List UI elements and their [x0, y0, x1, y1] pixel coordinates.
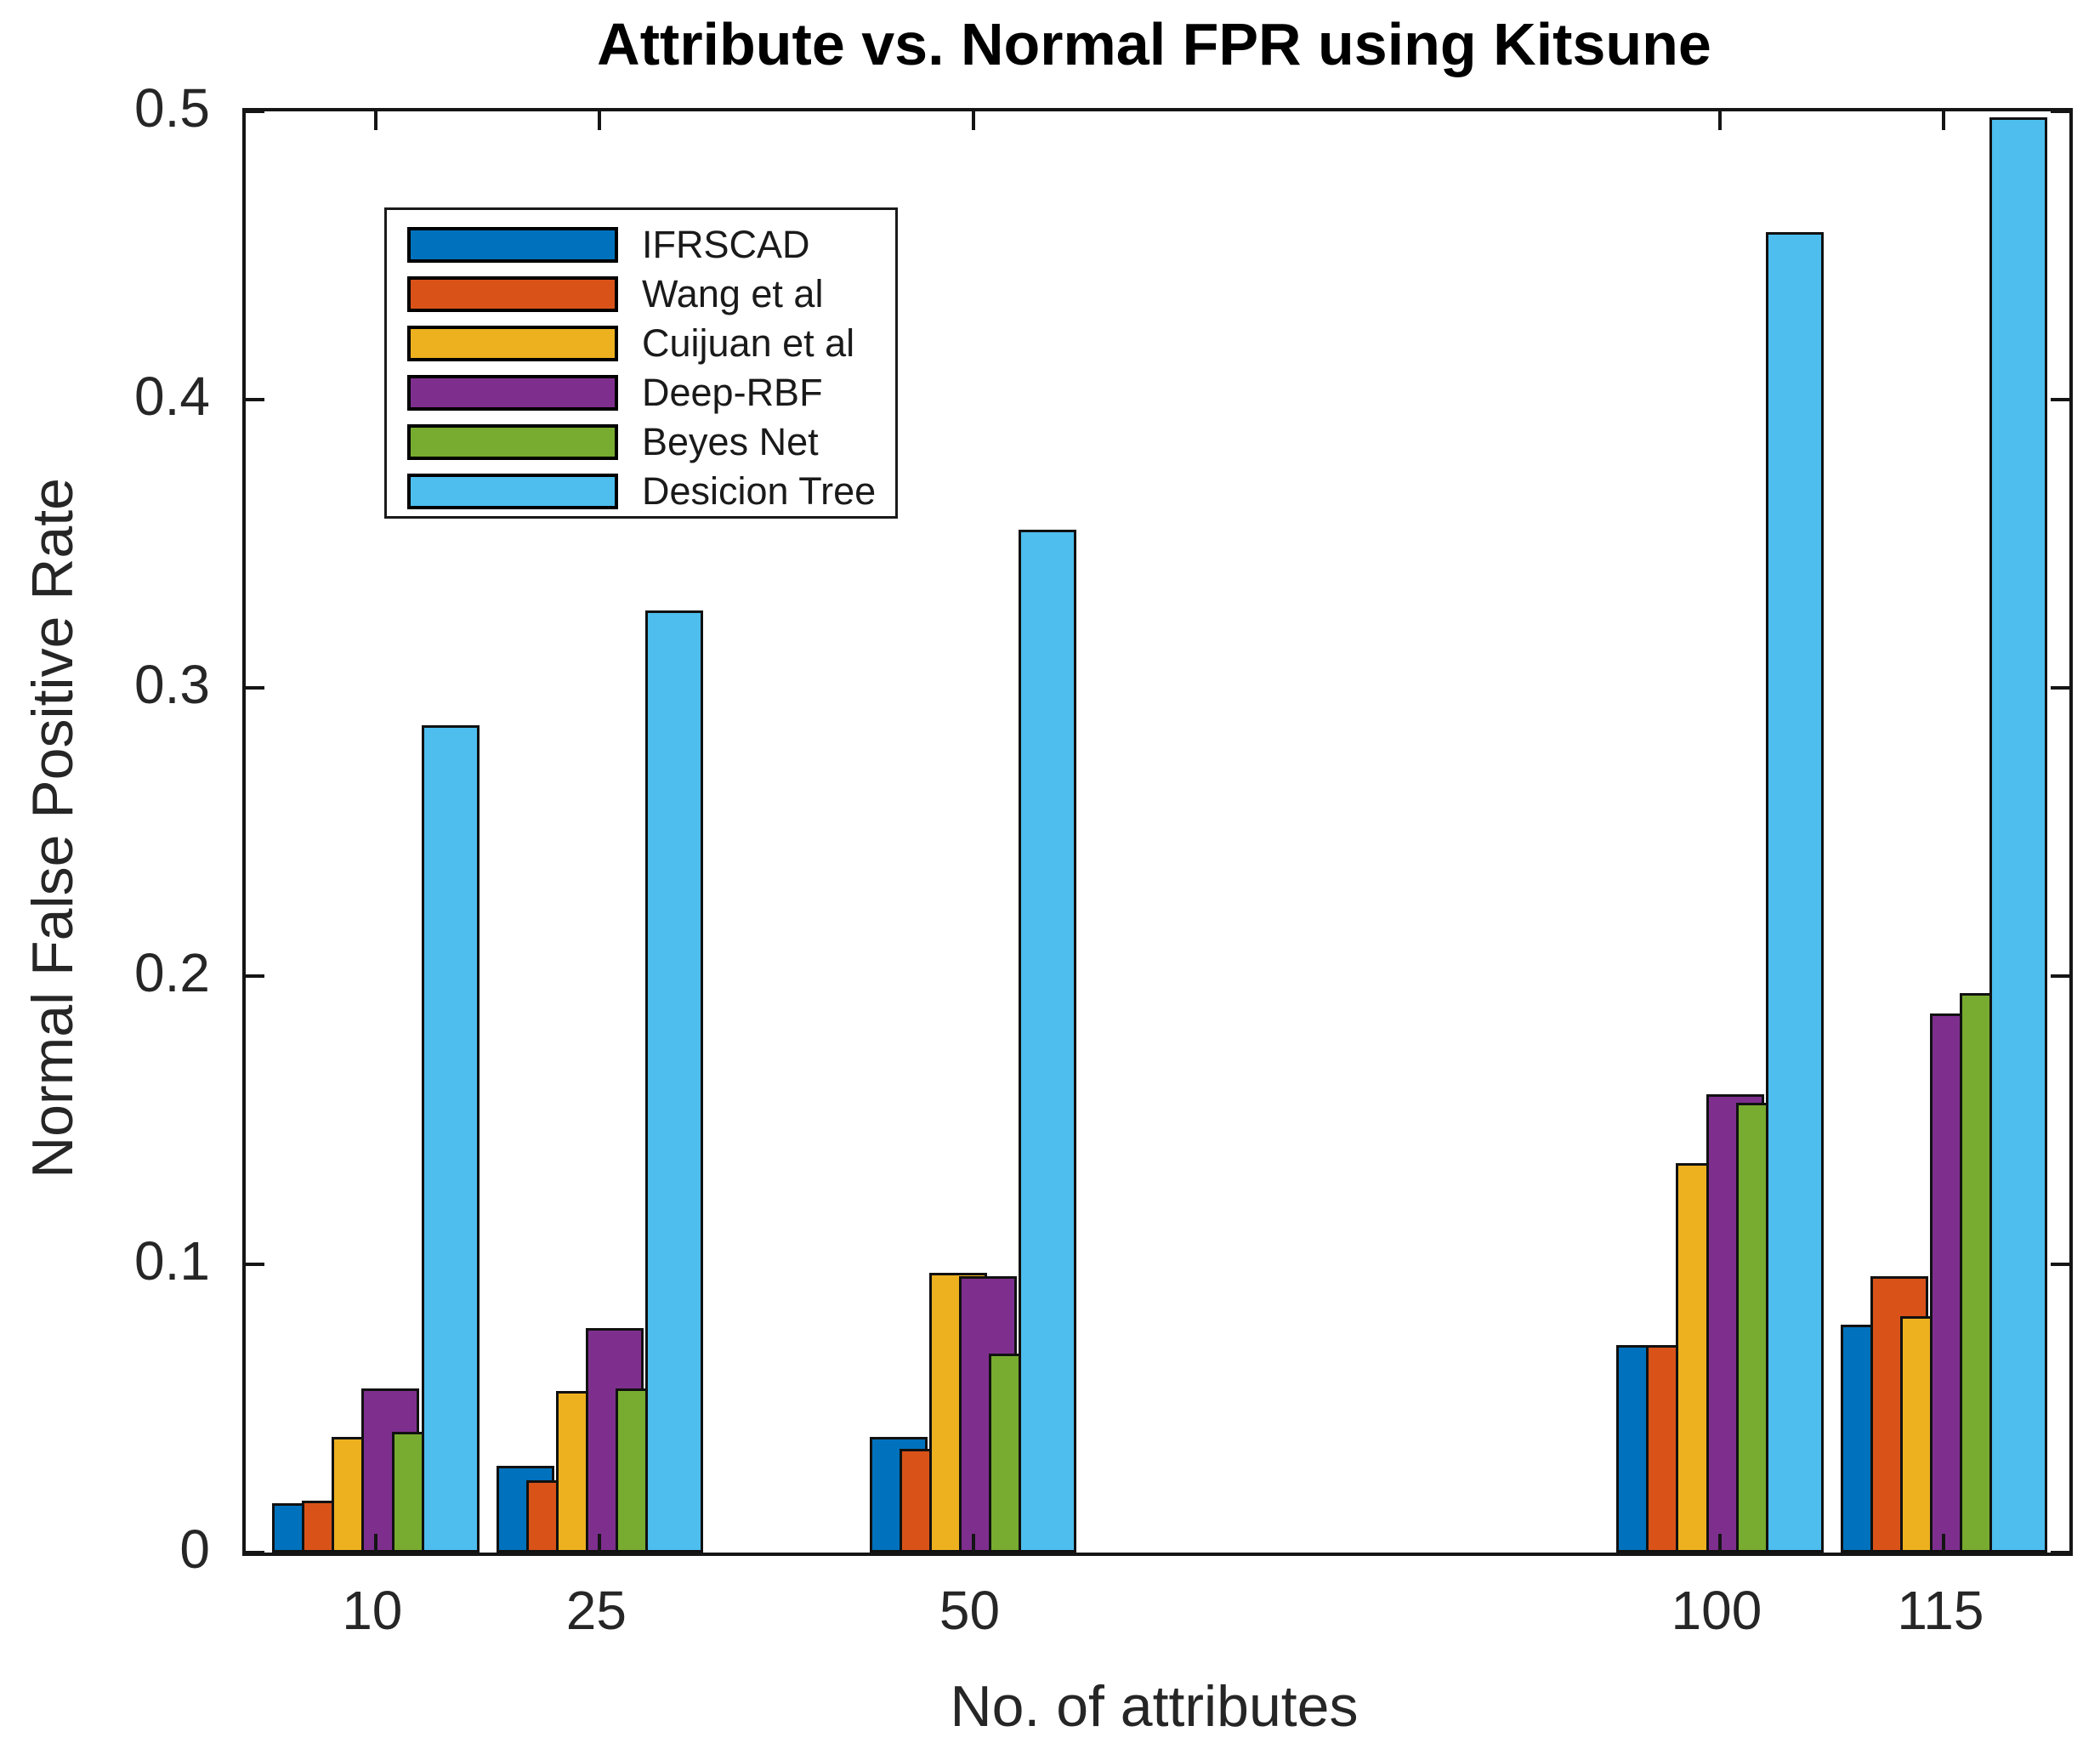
y-tick-mark — [246, 110, 264, 113]
bar-desicion-tree-x100 — [1765, 232, 1824, 1553]
x-tick-label: 25 — [565, 1580, 627, 1641]
x-tick-label: 100 — [1671, 1580, 1762, 1641]
x-tick-mark — [971, 1534, 975, 1553]
y-tick-mark — [2051, 398, 2069, 401]
y-tick-label: 0.1 — [134, 1230, 210, 1292]
y-tick-label: 0.3 — [134, 654, 210, 715]
x-tick-label: 10 — [342, 1580, 403, 1641]
x-axis-label: No. of attributes — [950, 1674, 1359, 1739]
x-tick-mark — [373, 1534, 377, 1553]
legend-label: Cuijuan et al — [642, 321, 855, 365]
x-tick-mark — [1942, 111, 1946, 130]
legend-label: Wang et al — [642, 272, 824, 315]
bar-desicion-tree-x50 — [1019, 529, 1077, 1553]
legend: IFRSCAD Wang et al Cuijuan et al Deep-RBF Be… — [384, 207, 898, 519]
x-tick-mark — [1942, 1534, 1946, 1553]
plot-area: IFRSCAD Wang et al Cuijuan et al Deep-RBF Be… — [242, 108, 2073, 1556]
legend-item-deep-rbf: Deep-RBF — [387, 368, 895, 417]
legend-label: Desicion Tree — [642, 469, 877, 513]
y-tick-label: 0.4 — [134, 366, 210, 427]
y-tick-mark — [2051, 686, 2069, 690]
y-tick-label: 0.5 — [134, 77, 210, 139]
y-tick-mark — [246, 1263, 264, 1266]
bar-desicion-tree-x115 — [1989, 116, 2048, 1553]
legend-item-desicion-tree: Desicion Tree — [387, 467, 895, 516]
legend-item-ifrscad: IFRSCAD — [387, 220, 895, 270]
legend-label: IFRSCAD — [642, 223, 810, 266]
bar-desicion-tree-x10 — [421, 725, 480, 1553]
x-tick-mark — [1717, 111, 1722, 130]
y-tick-label: 0.2 — [134, 942, 210, 1003]
y-axis-label: Normal False Positive Rate — [20, 478, 85, 1178]
y-tick-mark — [246, 686, 264, 690]
y-tick-mark — [246, 1551, 264, 1554]
chart-title: Attribute vs. Normal FPR using Kitsune — [597, 11, 1711, 77]
y-tick-mark — [246, 398, 264, 401]
x-tick-label: 115 — [1897, 1580, 1984, 1641]
x-tick-label: 50 — [939, 1580, 1001, 1641]
y-tick-mark — [246, 974, 264, 978]
legend-item-beyes-net: Beyes Net — [387, 417, 895, 467]
y-tick-mark — [2051, 1263, 2069, 1266]
legend-label: Beyes Net — [642, 420, 819, 463]
x-tick-mark — [598, 1534, 602, 1553]
legend-swatch — [407, 424, 618, 460]
legend-swatch — [407, 276, 618, 312]
legend-swatch — [407, 375, 618, 411]
y-tick-mark — [2051, 110, 2069, 113]
y-tick-mark — [2051, 974, 2069, 978]
legend-swatch — [407, 227, 618, 263]
legend-item-cuijuan-et-al: Cuijuan et al — [387, 319, 895, 368]
x-tick-mark — [1717, 1534, 1722, 1553]
legend-swatch — [407, 326, 618, 361]
legend-label: Deep-RBF — [642, 371, 823, 414]
y-tick-mark — [2051, 1551, 2069, 1554]
bar-desicion-tree-x25 — [645, 610, 704, 1553]
y-tick-label: 0 — [179, 1519, 210, 1580]
x-tick-mark — [598, 111, 602, 130]
x-tick-mark — [373, 111, 377, 130]
x-tick-mark — [971, 111, 975, 130]
legend-swatch — [407, 474, 618, 509]
legend-item-wang-et-al: Wang et al — [387, 270, 895, 319]
